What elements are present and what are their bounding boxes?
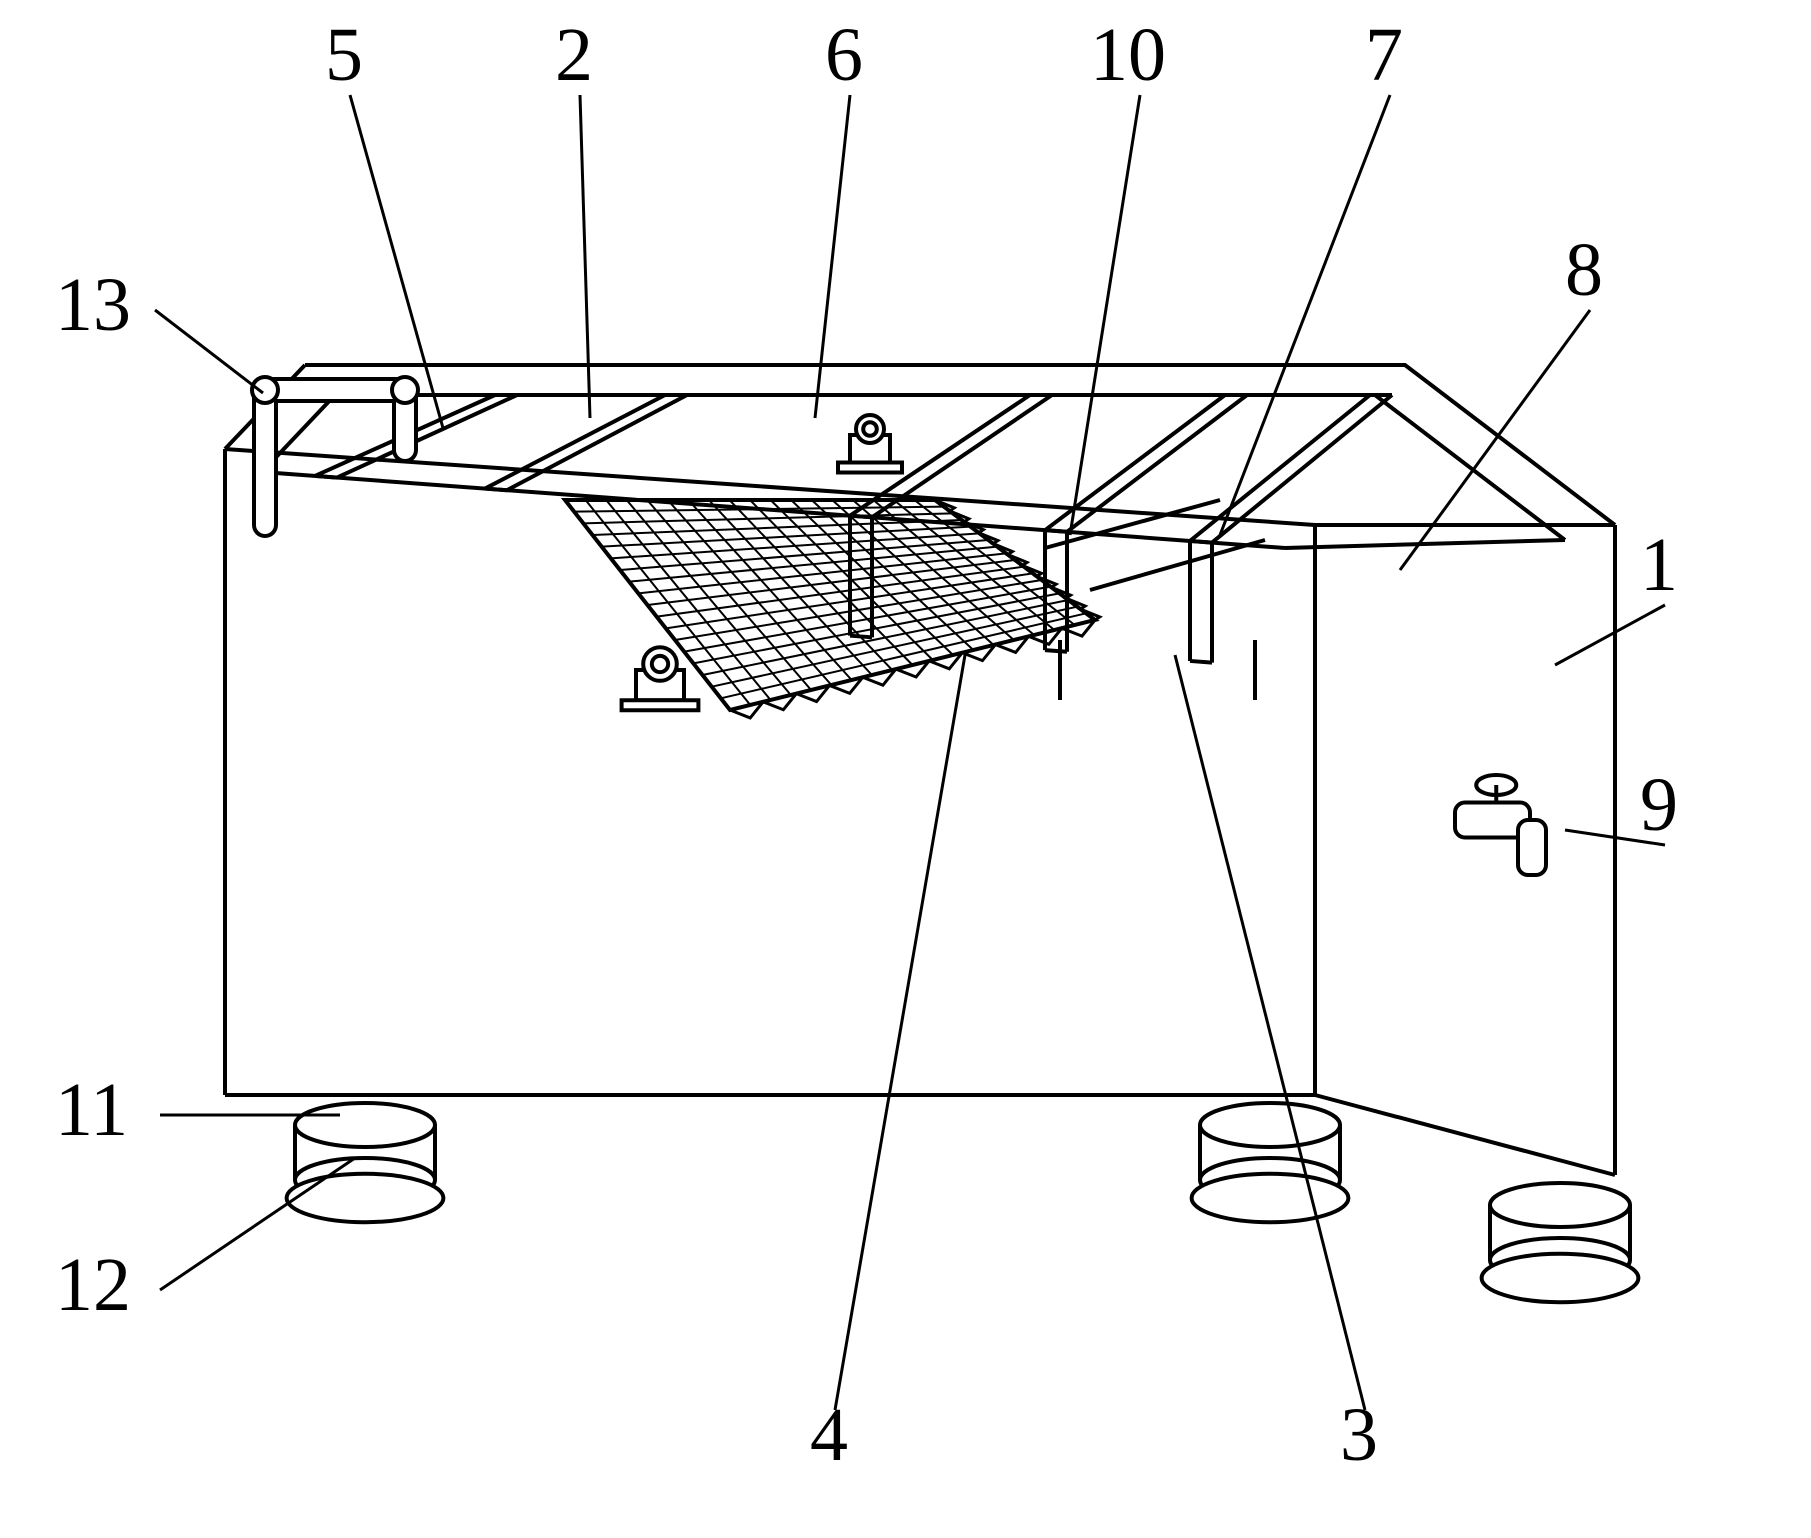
callout-label-13: 13: [55, 263, 131, 347]
callout-label-9: 9: [1640, 763, 1678, 847]
callout-label-8: 8: [1565, 228, 1603, 312]
callout-label-11: 11: [55, 1068, 128, 1152]
callout-label-7: 7: [1365, 13, 1403, 97]
callout-label-5: 5: [325, 13, 363, 97]
callout-label-1: 1: [1640, 523, 1678, 607]
callout-label-2: 2: [555, 13, 593, 97]
callout-label-6: 6: [825, 13, 863, 97]
callout-label-3: 3: [1340, 1393, 1378, 1477]
callout-label-10: 10: [1090, 13, 1166, 97]
callout-label-12: 12: [55, 1243, 131, 1327]
callout-label-4: 4: [810, 1393, 848, 1477]
